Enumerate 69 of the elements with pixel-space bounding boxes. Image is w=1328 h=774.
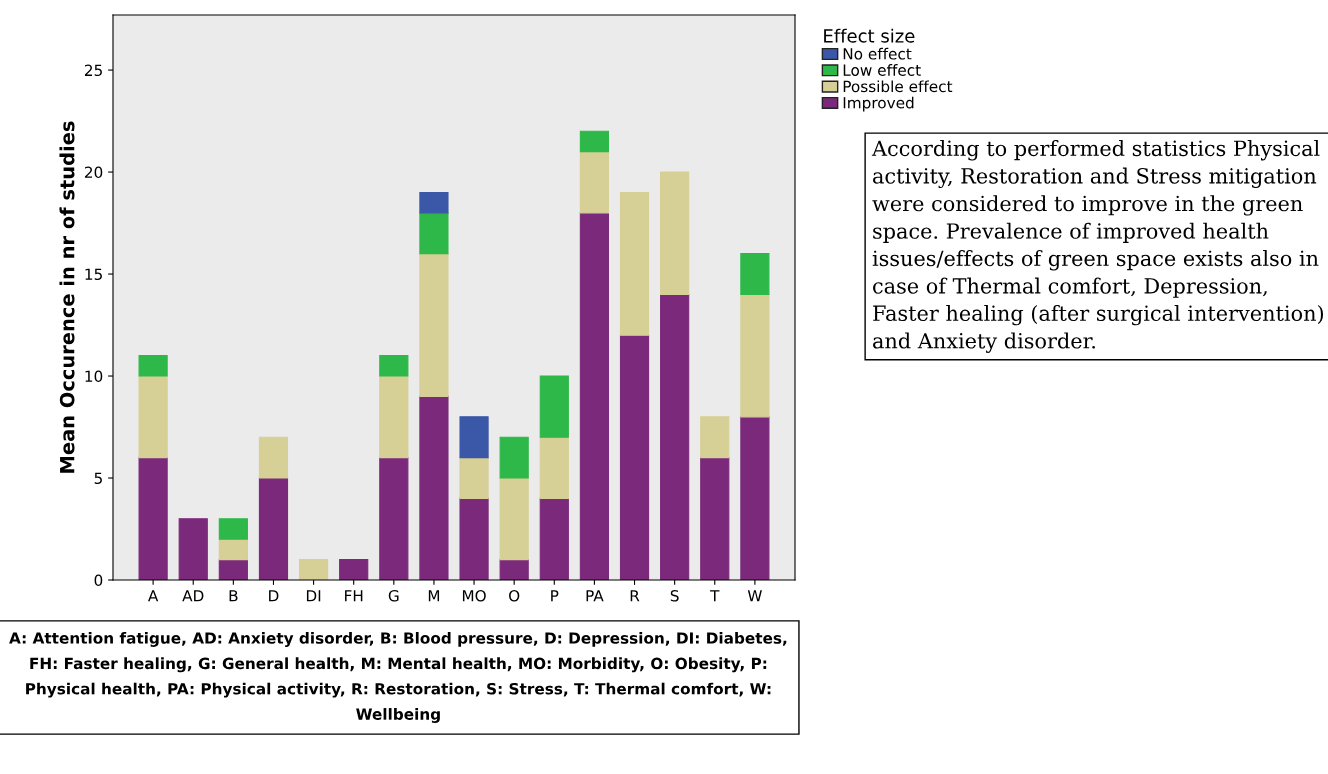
- bar: [700, 416, 730, 459]
- bar: [379, 375, 409, 459]
- bar: [499, 436, 529, 479]
- x-tick-label: T: [710, 590, 720, 602]
- bar: [740, 253, 770, 295]
- bar: [419, 212, 449, 255]
- bar: [419, 191, 449, 214]
- bar: [419, 395, 449, 580]
- x-tick-label: FH: [345, 590, 363, 602]
- x-tick-label: AD: [182, 590, 204, 602]
- x-tick-label: D: [269, 590, 279, 602]
- bar: [218, 559, 248, 580]
- bar: [579, 130, 610, 153]
- bar: [579, 212, 610, 580]
- bar: [419, 253, 449, 397]
- bar: [218, 538, 248, 561]
- x-tick-label: MO: [462, 589, 486, 602]
- bar: [740, 416, 770, 580]
- bar: [298, 559, 329, 580]
- legend-label: No effect: [843, 47, 912, 60]
- bar: [258, 477, 289, 580]
- bar: [138, 355, 168, 377]
- x-tick-label: R: [630, 590, 640, 602]
- bar: [660, 171, 690, 295]
- bar: [539, 375, 569, 438]
- x-tick-label: DI: [306, 590, 321, 602]
- bar: [379, 355, 409, 377]
- y-tick-label: 0: [94, 574, 103, 587]
- bar: [138, 375, 168, 459]
- x-tick-label: PA: [586, 590, 604, 602]
- x-tick-label: P: [551, 590, 559, 602]
- x-tick-label: W: [747, 590, 762, 602]
- bar: [660, 293, 690, 580]
- y-tick-label: 20: [84, 166, 103, 179]
- x-tick-label: S: [670, 589, 679, 602]
- bar: [499, 559, 529, 580]
- bar: [619, 191, 650, 336]
- y-axis-title: Mean Occurence in nr of studies: [59, 121, 75, 473]
- legend-label: Possible effect: [843, 80, 953, 93]
- bar: [339, 559, 369, 580]
- legend-label: Improved: [843, 96, 914, 112]
- bar: [579, 151, 610, 214]
- x-tick-label: B: [229, 590, 238, 602]
- bar: [459, 416, 489, 459]
- x-tick-label: A: [148, 590, 159, 602]
- text: A: Attention fatigue, AD: Anxiety disorder, B: Blood pressure, D: Depression, DI: Diabetes, FH: Faster healing, G: General health, M: Mental health, MO: Morbidity, O: Obesity, P: Physical health, PA: Physical activity, R: Restoration, S: Stress, T: Thermal comfort, W: Wellbeing: [9, 632, 787, 723]
- y-tick-label: 15: [85, 268, 102, 281]
- bar: [539, 497, 569, 580]
- legend-title: Effect size: [824, 28, 915, 43]
- y-tick-label: 25: [84, 64, 102, 77]
- bar: [459, 497, 489, 580]
- bar: [459, 457, 489, 499]
- x-tick-label: G: [388, 589, 399, 602]
- text: According to performed statistics Physical activity, Restoration and Stress mitigation were considered to improve in the green space. Prevalence of improved health issues/effects of green space exists also in case of Thermal comfort, Depression, Faster healing (after surgical intervention) and Anxiety disorder.: [871, 140, 1324, 353]
- bar: [218, 518, 248, 540]
- bar: [539, 436, 569, 499]
- bar: [379, 457, 409, 580]
- bar: [499, 477, 529, 561]
- x-tick-label: M: [428, 590, 440, 602]
- y-tick-label: 10: [85, 370, 103, 383]
- bar: [740, 293, 770, 418]
- x-tick-label: O: [509, 589, 520, 602]
- bar: [138, 457, 168, 580]
- bar: [258, 436, 289, 479]
- bar: [178, 518, 208, 580]
- bar: [619, 334, 650, 580]
- y-tick-label: 5: [94, 472, 102, 485]
- legend-label: Low effect: [843, 64, 921, 76]
- bar: [700, 457, 730, 580]
